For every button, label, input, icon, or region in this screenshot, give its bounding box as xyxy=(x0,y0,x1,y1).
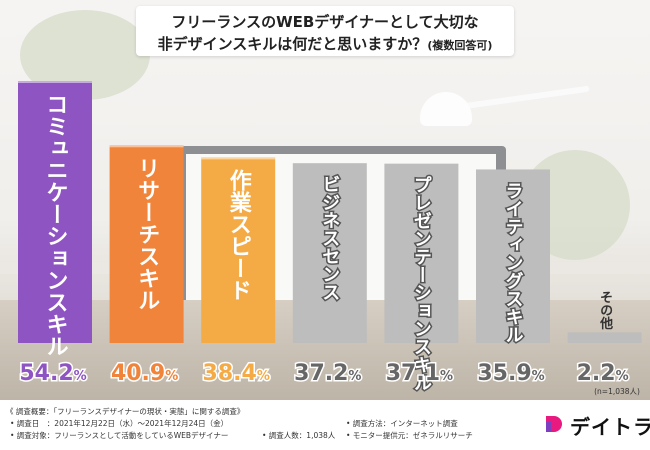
chart-title-main: 非デザインスキルは何だと思いますか？ xyxy=(157,35,428,53)
category-label-6: ライティングスキル xyxy=(503,181,524,343)
category-label-5: プレゼンテーションスキル xyxy=(411,176,432,392)
category-label-3: 作業スピード xyxy=(226,169,252,301)
footer: 《 調査概要：「フリーランスデザイナーの現状・実態」に関する調査》 • 調査日 … xyxy=(0,400,650,450)
value-label-4: 37.2% xyxy=(294,361,361,386)
category-label-7: その他 xyxy=(597,290,614,330)
bar-4 xyxy=(292,163,367,343)
value-label-7: 2.2% xyxy=(577,361,629,386)
chart-title-line1: フリーランスのWEBデザイナーとして大切な xyxy=(171,13,479,31)
chart-title-line2: 非デザインスキルは何だと思いますか？(複数回答可) xyxy=(136,33,514,54)
bar-3 xyxy=(201,157,276,343)
bar-2 xyxy=(109,145,184,343)
chart-title-note: (複数回答可) xyxy=(427,39,493,52)
bar-highlight-3 xyxy=(201,157,276,160)
brand-name: デイトラ xyxy=(570,415,650,439)
bars-layer xyxy=(18,81,642,343)
value-label-3: 38.4% xyxy=(203,361,270,386)
value-label-5: 37.1% xyxy=(386,361,453,386)
value-label-1: 54.2% xyxy=(19,361,86,386)
brand-logo-icon xyxy=(546,416,562,432)
lamp-head-decoration xyxy=(420,92,472,126)
value-label-2: 40.9% xyxy=(111,361,178,386)
bar-chart: コミュニケーションスキル 54.2% リサーチスキル 40.9% 作業スピード 38.4%… xyxy=(18,81,642,396)
labels-layer: コミュニケーションスキル 54.2% リサーチスキル 40.9% 作業スピード 38.4%… xyxy=(18,93,640,396)
category-label-1: コミュニケーションスキル xyxy=(43,93,68,357)
survey-method: • 調査方法：インターネット調査 xyxy=(346,419,458,428)
survey-target: • 調査対象：フリーランスとして活動をしているWEBデザイナー xyxy=(10,431,229,440)
sample-size-note: (n=1,038人) xyxy=(594,387,640,396)
survey-heading: 《 調査概要：「フリーランスデザイナーの現状・実態」に関する調査》 xyxy=(6,407,245,416)
value-label-6: 35.9% xyxy=(477,361,544,386)
bar-1 xyxy=(18,81,92,343)
category-label-4: ビジネスセンス xyxy=(319,175,340,301)
bar-7 xyxy=(567,332,642,343)
brand-logo-accent xyxy=(546,422,551,432)
bar-highlight-2 xyxy=(109,145,184,148)
survey-count: • 調査人数：1,038人 xyxy=(262,431,336,440)
category-label-2: リサーチスキル xyxy=(134,157,159,311)
bar-highlight-1 xyxy=(18,81,92,83)
bar-5 xyxy=(384,163,459,343)
bar-6 xyxy=(476,169,550,343)
survey-provider: • モニター提供元：ゼネラルリサーチ xyxy=(346,431,473,440)
title-box: フリーランスのWEBデザイナーとして大切な 非デザインスキルは何だと思いますか？… xyxy=(136,6,514,56)
survey-date: • 調査日 ：2021年12月22日（水）〜2021年12月24日（金） xyxy=(10,419,229,428)
